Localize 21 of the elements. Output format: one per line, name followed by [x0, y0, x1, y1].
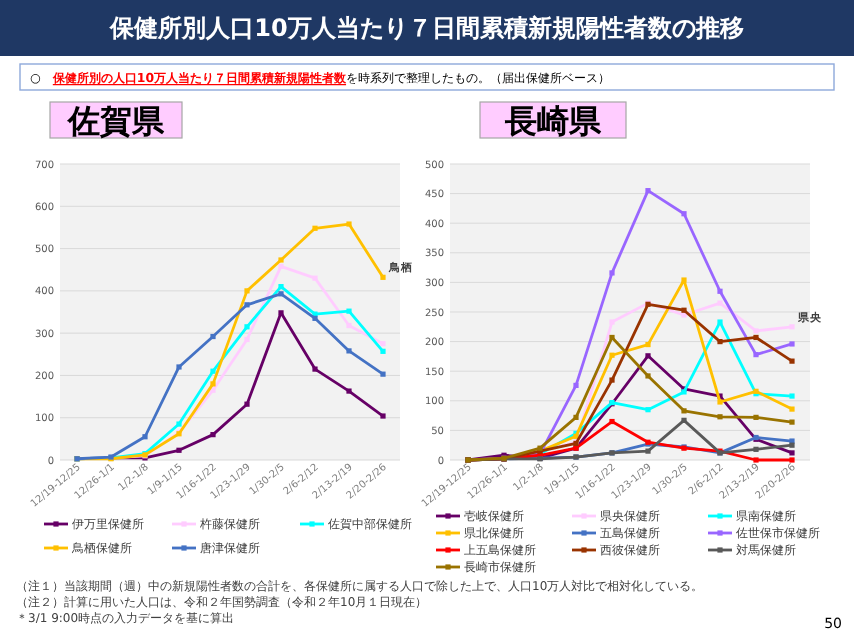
point — [789, 457, 795, 463]
point — [380, 413, 386, 419]
point — [645, 341, 651, 348]
point — [380, 371, 386, 377]
point — [789, 450, 795, 456]
point — [789, 358, 795, 364]
point — [789, 419, 795, 425]
point — [380, 341, 386, 347]
chart-title: 長崎県 — [503, 102, 603, 140]
point — [380, 274, 386, 280]
point — [609, 418, 615, 425]
text: 保健所別人口10万人当たり７日間累積新規陽性者数の推移 — [108, 14, 744, 42]
point — [789, 393, 795, 399]
point — [380, 348, 386, 354]
point — [789, 324, 795, 330]
point — [789, 406, 795, 412]
point — [210, 333, 216, 340]
point — [609, 334, 615, 341]
point — [753, 334, 759, 341]
chart-title: 佐賀県 — [66, 102, 166, 140]
point — [789, 341, 795, 347]
